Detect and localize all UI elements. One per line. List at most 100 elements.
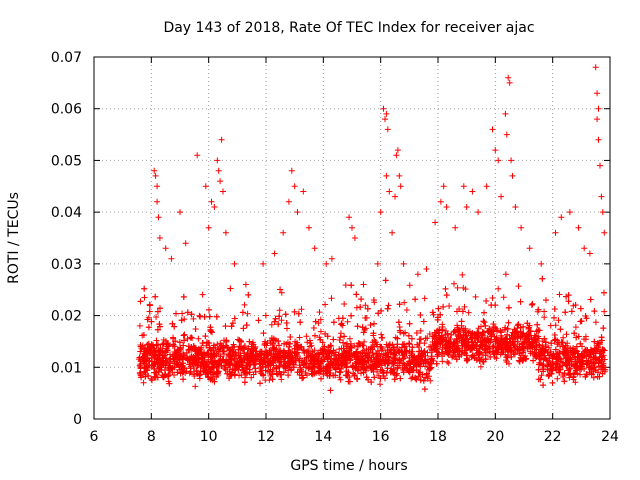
roti-cloud-point [586, 369, 593, 376]
roti-cloud-point [343, 357, 350, 364]
roti-cloud-point [370, 330, 377, 337]
roti-cloud-point [406, 341, 413, 348]
roti-cloud-point [378, 331, 385, 338]
roti-cloud-point [342, 372, 349, 379]
roti-cloud-point [454, 284, 461, 291]
roti-cloud-point [487, 353, 494, 360]
roti-data-point [294, 209, 301, 216]
roti-cloud-point [479, 329, 486, 336]
roti-cloud-point [505, 304, 512, 311]
roti-cloud-point [294, 343, 300, 350]
roti-cloud-point [354, 353, 361, 360]
roti-cloud-point [584, 347, 591, 354]
roti-cloud-point [387, 349, 394, 356]
roti-cloud-point [222, 342, 229, 349]
roti-cloud-point [330, 319, 337, 326]
roti-cloud-point [383, 369, 390, 376]
roti-cloud-point [303, 360, 310, 367]
roti-cloud-point [557, 326, 564, 333]
roti-cloud-point [303, 354, 310, 361]
roti-cloud-point [490, 348, 496, 355]
roti-cloud-point [394, 335, 401, 342]
roti-cloud-point [542, 355, 549, 362]
roti-cloud-point [553, 355, 560, 362]
roti-cloud-point [183, 354, 190, 361]
roti-cloud-point [561, 370, 568, 377]
roti-data-point [506, 79, 513, 86]
roti-cloud-point [265, 358, 272, 365]
roti-cloud-point [346, 345, 353, 352]
roti-cloud-point [545, 344, 552, 351]
roti-cloud-point [354, 366, 361, 373]
roti-cloud-point [563, 331, 570, 338]
roti-cloud-point [327, 387, 334, 394]
roti-data-point [518, 224, 525, 231]
roti-cloud-point [178, 317, 185, 324]
roti-cloud-point [384, 365, 391, 372]
roti-cloud-point [222, 323, 229, 330]
roti-cloud-point [217, 356, 224, 363]
roti-cloud-point [530, 357, 537, 364]
roti-cloud-point [517, 298, 524, 305]
roti-data-point [311, 245, 318, 252]
roti-cloud-point [197, 371, 204, 378]
roti-cloud-point [382, 277, 389, 284]
roti-cloud-point [174, 351, 181, 357]
roti-cloud-point [281, 349, 288, 355]
roti-cloud-point [180, 293, 187, 300]
roti-cloud-point [403, 350, 410, 356]
roti-cloud-point [453, 345, 460, 351]
roti-cloud-point [141, 345, 148, 352]
roti-cloud-point [460, 325, 467, 332]
roti-cloud-point [418, 350, 425, 357]
roti-data-point [512, 204, 519, 210]
roti-cloud-point [464, 356, 471, 363]
roti-cloud-point [490, 328, 497, 335]
roti-cloud-point [219, 344, 226, 351]
roti-cloud-point [348, 312, 355, 319]
roti-cloud-point [215, 346, 222, 353]
roti-cloud-point [188, 311, 195, 318]
roti-cloud-point [312, 318, 319, 325]
roti-cloud-point [529, 300, 536, 307]
roti-cloud-point [533, 354, 540, 360]
roti-cloud-point [572, 379, 579, 386]
roti-cloud-point [408, 350, 415, 357]
roti-cloud-point [519, 356, 526, 363]
roti-cloud-point [412, 296, 419, 303]
roti-cloud-point [146, 362, 153, 368]
roti-cloud-point [195, 335, 202, 342]
roti-cloud-point [293, 350, 300, 357]
roti-cloud-point [202, 333, 209, 340]
roti-cloud-point [340, 354, 347, 361]
roti-cloud-point [201, 367, 208, 374]
roti-cloud-point [273, 370, 280, 377]
roti-cloud-point [598, 353, 605, 360]
roti-cloud-point [371, 358, 378, 365]
roti-cloud-point [239, 309, 246, 316]
roti-cloud-point [157, 305, 163, 312]
roti-cloud-point [237, 338, 244, 345]
roti-cloud-point [391, 369, 398, 376]
roti-cloud-point [566, 366, 573, 373]
roti-cloud-point [184, 309, 191, 316]
roti-data-point [566, 209, 573, 216]
roti-cloud-point [422, 335, 429, 342]
roti-data-point [280, 229, 287, 236]
roti-cloud-point [159, 354, 166, 361]
roti-cloud-point [297, 319, 304, 326]
roti-cloud-point [412, 359, 419, 366]
roti-cloud-point [149, 358, 156, 365]
y-tick-label: 0 [73, 412, 82, 428]
roti-cloud-point [320, 350, 327, 357]
roti-cloud-point [213, 373, 220, 380]
roti-cloud-point [417, 336, 424, 343]
roti-cloud-point [361, 338, 368, 345]
roti-cloud-point [585, 364, 592, 371]
roti-cloud-point [246, 355, 253, 362]
roti-cloud-point [514, 322, 521, 329]
roti-cloud-point [315, 368, 322, 375]
roti-cloud-point [519, 349, 526, 356]
roti-data-point [592, 64, 599, 71]
roti-cloud-point [576, 359, 583, 366]
